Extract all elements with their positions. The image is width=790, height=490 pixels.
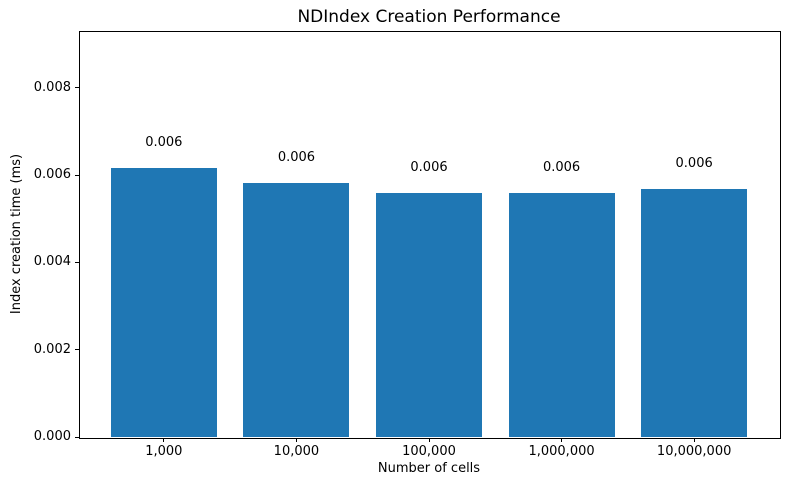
y-tick-mark bbox=[75, 174, 79, 176]
bar bbox=[110, 167, 217, 437]
y-tick-mark bbox=[75, 349, 79, 351]
x-tick-label: 10,000 bbox=[273, 444, 320, 459]
bar bbox=[375, 193, 483, 437]
bar bbox=[243, 183, 350, 437]
x-tick-label: 1,000,000 bbox=[528, 444, 595, 459]
x-axis-label: Number of cells bbox=[377, 461, 481, 476]
bar bbox=[508, 192, 615, 437]
bar-value-label: 0.006 bbox=[542, 159, 581, 175]
y-tick-label: 0.004 bbox=[33, 254, 71, 270]
y-tick-label: 0.008 bbox=[33, 79, 71, 95]
bar-value-label: 0.006 bbox=[675, 156, 713, 172]
y-tick-mark bbox=[75, 436, 79, 438]
bar-value-label: 0.006 bbox=[410, 160, 448, 176]
x-tick-mark bbox=[163, 438, 165, 442]
x-tick-mark bbox=[693, 438, 695, 442]
y-tick-mark bbox=[75, 87, 79, 89]
x-tick-label: 1,000 bbox=[145, 444, 183, 459]
y-tick-label: 0.002 bbox=[33, 341, 71, 357]
y-tick-label: 0.006 bbox=[33, 167, 71, 183]
bar bbox=[641, 189, 748, 437]
y-tick-mark bbox=[75, 261, 79, 263]
chart-title: NDIndex Creation Performance bbox=[297, 7, 561, 27]
x-tick-mark bbox=[295, 438, 297, 442]
x-tick-label: 10,000,000 bbox=[656, 444, 732, 459]
y-tick-label: 0.000 bbox=[33, 429, 71, 444]
bar-value-label: 0.006 bbox=[277, 150, 316, 166]
x-tick-label: 100,000 bbox=[402, 444, 456, 459]
x-tick-mark bbox=[428, 438, 430, 442]
x-tick-mark bbox=[561, 438, 563, 442]
bar-value-label: 0.006 bbox=[145, 134, 183, 150]
